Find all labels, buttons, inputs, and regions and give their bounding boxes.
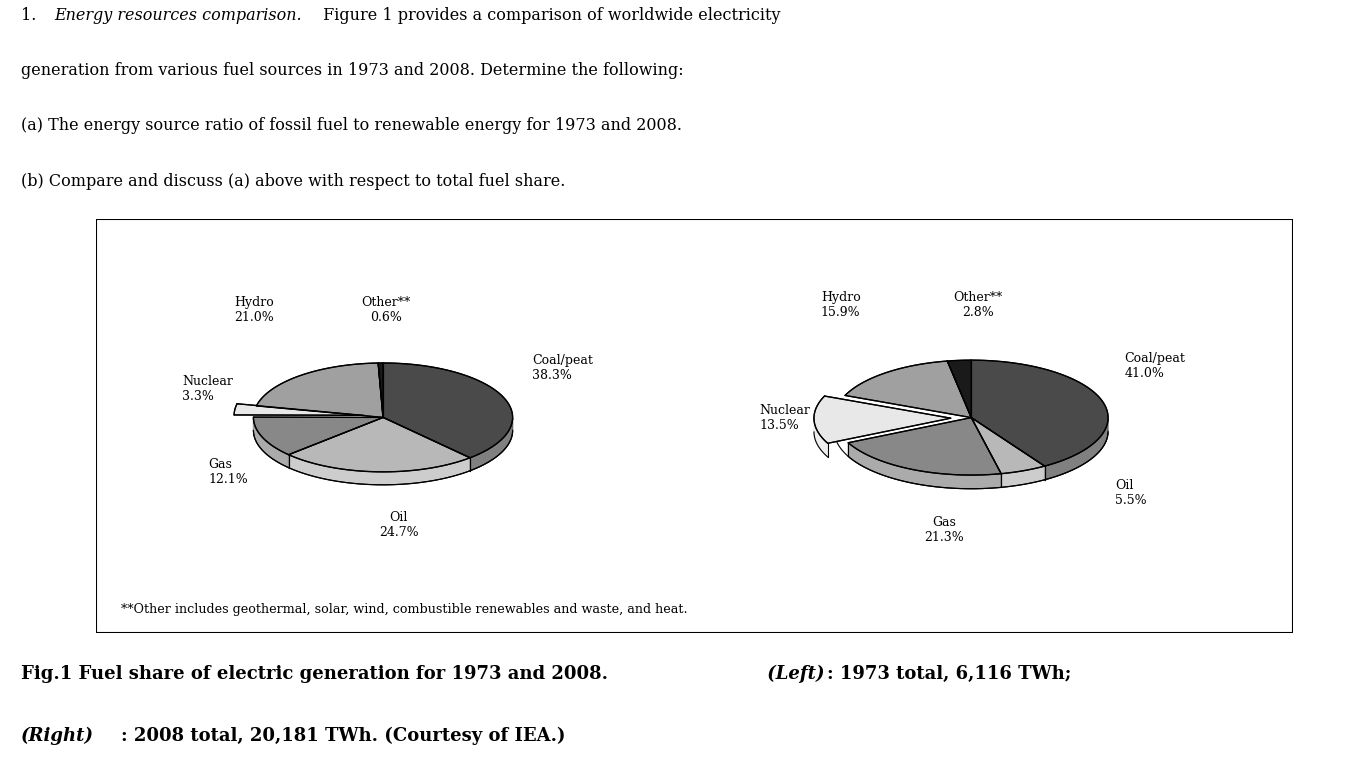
- Text: 1.: 1.: [21, 7, 44, 24]
- Text: Nuclear
3.3%: Nuclear 3.3%: [182, 375, 233, 403]
- Text: Oil
5.5%: Oil 5.5%: [1115, 479, 1146, 507]
- Polygon shape: [253, 417, 289, 468]
- Polygon shape: [234, 403, 364, 415]
- Text: Other**
0.6%: Other** 0.6%: [361, 296, 410, 324]
- Polygon shape: [971, 417, 1045, 474]
- FancyBboxPatch shape: [96, 219, 1293, 633]
- Text: (Right): (Right): [21, 727, 93, 746]
- Polygon shape: [947, 360, 971, 417]
- Polygon shape: [971, 360, 1108, 466]
- Text: Coal/peat
41.0%: Coal/peat 41.0%: [1124, 351, 1185, 380]
- Text: (b) Compare and discuss (a) above with respect to total fuel share.: (b) Compare and discuss (a) above with r…: [21, 173, 565, 189]
- Text: Gas
21.3%: Gas 21.3%: [923, 516, 964, 544]
- Text: Energy resources comparison.: Energy resources comparison.: [53, 7, 301, 24]
- Polygon shape: [848, 443, 1001, 489]
- Polygon shape: [814, 396, 951, 443]
- Polygon shape: [253, 417, 383, 455]
- Polygon shape: [378, 363, 383, 417]
- Polygon shape: [845, 361, 971, 417]
- Text: Oil
24.7%: Oil 24.7%: [379, 511, 419, 538]
- Text: Other**
2.8%: Other** 2.8%: [953, 291, 1003, 319]
- Polygon shape: [471, 418, 513, 471]
- Polygon shape: [289, 455, 471, 485]
- Text: Coal/peat
38.3%: Coal/peat 38.3%: [532, 354, 592, 382]
- Polygon shape: [289, 417, 471, 472]
- Text: Hydro
15.9%: Hydro 15.9%: [821, 291, 860, 319]
- Text: **Other includes geothermal, solar, wind, combustible renewables and waste, and : **Other includes geothermal, solar, wind…: [122, 603, 688, 616]
- Text: (Left): (Left): [761, 665, 825, 683]
- Text: Gas
12.1%: Gas 12.1%: [208, 458, 248, 486]
- Text: generation from various fuel sources in 1973 and 2008. Determine the following:: generation from various fuel sources in …: [21, 62, 683, 79]
- Polygon shape: [814, 418, 828, 457]
- Polygon shape: [256, 363, 383, 417]
- Polygon shape: [1045, 419, 1108, 480]
- Text: Nuclear
13.5%: Nuclear 13.5%: [759, 403, 810, 432]
- Polygon shape: [383, 363, 513, 458]
- Text: : 1973 total, 6,116 TWh;: : 1973 total, 6,116 TWh;: [828, 665, 1071, 683]
- Polygon shape: [848, 417, 1001, 475]
- Polygon shape: [1001, 466, 1045, 487]
- Text: Figure 1 provides a comparison of worldwide electricity: Figure 1 provides a comparison of worldw…: [317, 7, 781, 24]
- Text: (a) The energy source ratio of fossil fuel to renewable energy for 1973 and 2008: (a) The energy source ratio of fossil fu…: [21, 117, 681, 134]
- Text: Hydro
21.0%: Hydro 21.0%: [234, 296, 274, 324]
- Text: Fig.1 Fuel share of electric generation for 1973 and 2008.: Fig.1 Fuel share of electric generation …: [21, 665, 607, 683]
- Text: : 2008 total, 20,181 TWh. (Courtesy of IEA.): : 2008 total, 20,181 TWh. (Courtesy of I…: [122, 727, 566, 746]
